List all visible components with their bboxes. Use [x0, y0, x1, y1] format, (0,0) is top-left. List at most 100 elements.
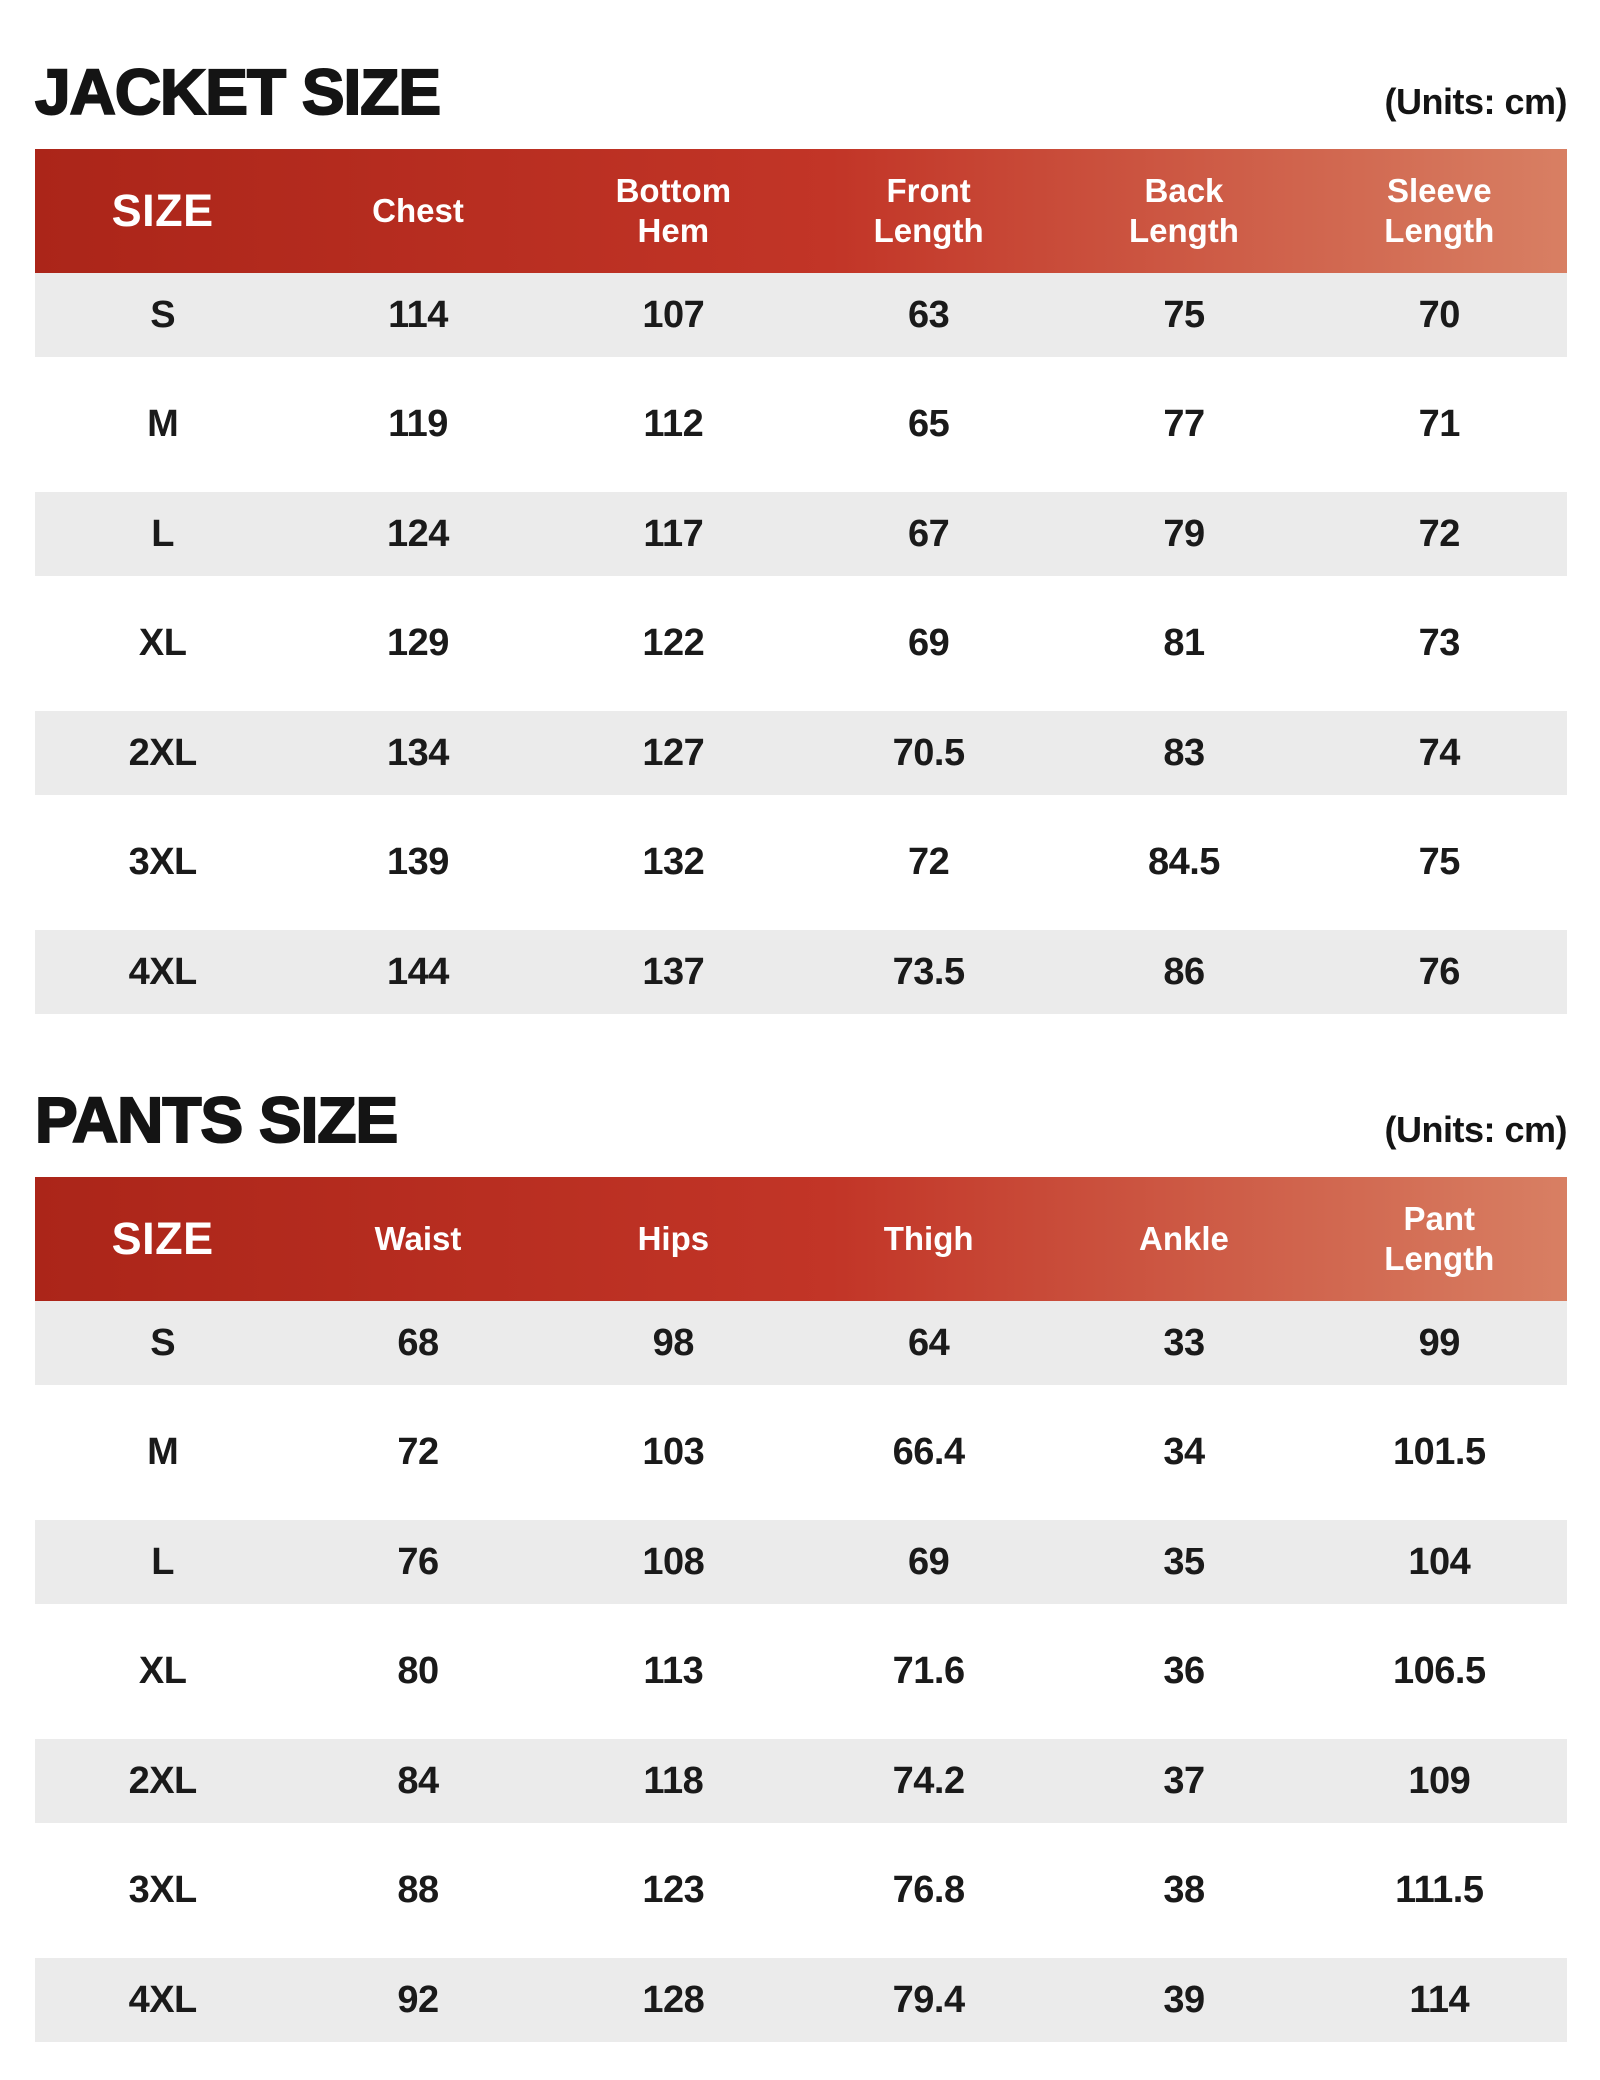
size-cell: M — [147, 1431, 179, 1473]
table-cell: 108 — [642, 1540, 705, 1583]
table-cell: 109 — [1408, 1759, 1471, 1802]
column-header-label: Front Length — [873, 171, 984, 249]
table-cell: 72 — [397, 1431, 439, 1473]
column-header-size: SIZE — [35, 149, 290, 273]
size-cell: L — [151, 512, 175, 555]
table-cell: 73 — [1418, 622, 1461, 664]
table-cell: 112 — [643, 403, 704, 445]
table-row: 2XL 84 118 74.2 37 109 — [35, 1739, 1567, 1823]
table-cell: 73.5 — [892, 950, 965, 993]
jacket-header-row: SIZE Chest Bottom Hem Front Length Back … — [35, 149, 1567, 273]
column-header-thigh: Thigh — [801, 1177, 1056, 1301]
table-cell: 129 — [387, 622, 449, 664]
pants-units-label: (Units: cm) — [1384, 1109, 1568, 1150]
table-cell: 114 — [388, 293, 448, 336]
column-header-label: Hips — [637, 1219, 710, 1257]
table-cell: 39 — [1163, 1978, 1205, 2021]
column-header-label: Chest — [372, 191, 464, 229]
pants-table-title: PANTS SIZE — [34, 1084, 399, 1156]
table-cell: 134 — [387, 731, 449, 774]
table-cell: 37 — [1163, 1759, 1205, 1802]
column-header-label: Pant Length — [1384, 1199, 1495, 1277]
table-cell: 128 — [642, 1978, 705, 2021]
table-row: XL 129 122 69 81 73 — [35, 576, 1567, 711]
table-cell: 139 — [387, 841, 449, 883]
column-header-label: Waist — [374, 1219, 462, 1257]
table-cell: 117 — [643, 512, 704, 555]
column-header-back-length: Back Length — [1056, 149, 1311, 273]
table-cell: 35 — [1163, 1540, 1205, 1583]
column-header-size: SIZE — [35, 1177, 290, 1301]
table-row: 4XL 92 128 79.4 39 114 — [35, 1958, 1567, 2042]
table-cell: 119 — [388, 403, 448, 445]
table-cell: 75 — [1418, 841, 1461, 883]
table-cell: 114 — [1409, 1978, 1470, 2021]
size-cell: 4XL — [128, 1978, 198, 2021]
table-cell: 69 — [908, 1540, 950, 1583]
table-cell: 132 — [642, 841, 705, 883]
table-row: XL 80 113 71.6 36 106.5 — [35, 1604, 1567, 1739]
jacket-table-body: S 114 107 63 75 70 M 119 112 65 77 71 L … — [35, 273, 1567, 1014]
table-cell: 83 — [1163, 731, 1205, 774]
table-cell: 107 — [642, 293, 705, 336]
table-cell: 67 — [908, 512, 950, 555]
column-header-label: Thigh — [883, 1219, 974, 1257]
table-row: 2XL 134 127 70.5 83 74 — [35, 711, 1567, 795]
table-cell: 106.5 — [1393, 1650, 1486, 1692]
column-header-label: Bottom Hem — [615, 171, 732, 249]
table-row: M 72 103 66.4 34 101.5 — [35, 1385, 1567, 1520]
table-cell: 98 — [652, 1321, 695, 1364]
column-header-pant-length: Pant Length — [1312, 1177, 1567, 1301]
table-cell: 118 — [643, 1759, 704, 1802]
table-cell: 84.5 — [1147, 841, 1220, 883]
pants-header-row: SIZE Waist Hips Thigh Ankle Pant Length — [35, 1177, 1567, 1301]
table-cell: 81 — [1163, 622, 1205, 664]
table-cell: 79.4 — [892, 1978, 965, 2021]
table-row: L 124 117 67 79 72 — [35, 492, 1567, 576]
table-cell: 144 — [387, 950, 449, 993]
table-row: L 76 108 69 35 104 — [35, 1520, 1567, 1604]
column-header-chest: Chest — [290, 149, 545, 273]
table-row: S 114 107 63 75 70 — [35, 273, 1567, 357]
table-cell: 75 — [1163, 293, 1205, 336]
table-cell: 127 — [642, 731, 705, 774]
jacket-units-label: (Units: cm) — [1384, 81, 1568, 122]
size-cell: L — [151, 1540, 175, 1583]
table-cell: 124 — [387, 512, 449, 555]
column-header-waist: Waist — [290, 1177, 545, 1301]
table-row: M 119 112 65 77 71 — [35, 357, 1567, 492]
table-cell: 63 — [908, 293, 950, 336]
pants-size-table: PANTS SIZE (Units: cm) SIZE Waist Hips T… — [34, 1084, 1568, 2042]
column-header-ankle: Ankle — [1056, 1177, 1311, 1301]
size-cell: S — [150, 1321, 176, 1364]
table-cell: 76.8 — [892, 1869, 965, 1911]
table-cell: 101.5 — [1393, 1431, 1486, 1473]
table-cell: 137 — [642, 950, 705, 993]
table-cell: 122 — [642, 622, 705, 664]
table-cell: 64 — [908, 1321, 950, 1364]
table-cell: 70.5 — [892, 731, 965, 774]
table-cell: 80 — [397, 1650, 439, 1692]
size-cell: XL — [138, 1650, 187, 1692]
table-cell: 92 — [397, 1978, 439, 2021]
table-cell: 99 — [1418, 1321, 1461, 1364]
size-cell: 4XL — [128, 950, 198, 993]
table-cell: 34 — [1163, 1431, 1205, 1473]
table-cell: 38 — [1163, 1869, 1205, 1911]
table-cell: 88 — [397, 1869, 439, 1911]
pants-table-body: S 68 98 64 33 99 M 72 103 66.4 34 101.5 … — [35, 1301, 1567, 2042]
column-header-label: SIZE — [111, 1212, 214, 1264]
size-cell: XL — [138, 622, 187, 664]
column-header-sleeve-length: Sleeve Length — [1312, 149, 1567, 273]
jacket-title-row: JACKET SIZE (Units: cm) — [34, 59, 1568, 125]
table-cell: 36 — [1163, 1650, 1205, 1692]
table-cell: 68 — [397, 1321, 439, 1364]
table-cell: 71 — [1418, 403, 1461, 445]
size-cell: 3XL — [128, 841, 198, 883]
size-cell: 2XL — [128, 731, 198, 774]
table-cell: 33 — [1163, 1321, 1205, 1364]
column-header-label: Ankle — [1139, 1219, 1229, 1257]
jacket-size-table: JACKET SIZE (Units: cm) SIZE Chest Botto… — [34, 59, 1568, 1014]
size-cell: 3XL — [128, 1869, 198, 1911]
